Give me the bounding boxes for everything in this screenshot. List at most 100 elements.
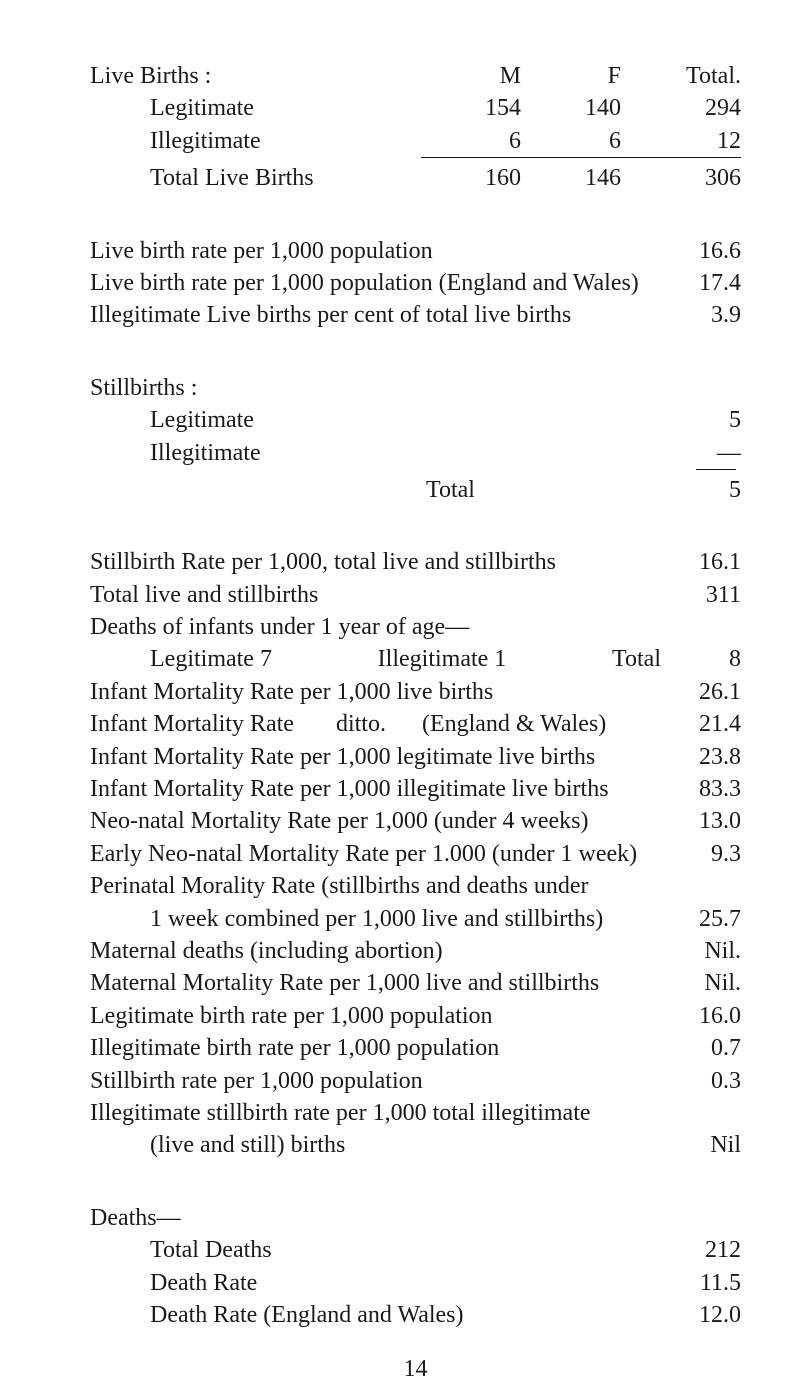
s07-label: Infant Mortality Rate per 1,000 illegiti… — [90, 773, 671, 805]
live-births-header: Live Births : M F Total. — [90, 60, 741, 92]
row-illegitimate: Illegitimate 6 6 12 — [90, 125, 741, 157]
stat-03: Deaths of infants under 1 year of age— — [90, 611, 741, 643]
br3-value: 3.9 — [671, 299, 741, 331]
live-births-heading: Live Births : — [90, 60, 421, 92]
birth-rate-3: Illegitimate Live births per cent of tot… — [90, 299, 741, 331]
stillbirths-total: Total 5 — [90, 474, 741, 506]
d2-label: Death Rate — [90, 1267, 671, 1299]
s13-value: 16.0 — [671, 1000, 741, 1032]
s14-value: 0.7 — [671, 1032, 741, 1064]
s05-label: Infant Mortality Rate ditto. (England & … — [90, 708, 671, 740]
deaths-total: Total Deaths 212 — [90, 1234, 741, 1266]
s15-value: 0.3 — [671, 1065, 741, 1097]
illegitimate-total: 12 — [621, 125, 741, 157]
br1-label: Live birth rate per 1,000 population — [90, 235, 671, 267]
stat-10a: Perinatal Morality Rate (stillbirths and… — [90, 870, 741, 902]
s03b-right: Total — [612, 643, 661, 675]
s03b-value: 8 — [671, 643, 741, 675]
deaths-rate-ew: Death Rate (England and Wales) 12.0 — [90, 1299, 741, 1331]
sb-leg-label: Legitimate — [90, 404, 671, 436]
legitimate-m: 154 — [421, 92, 521, 124]
stat-03b: Legitimate 7 Illegitimate 1 Total 8 — [90, 643, 741, 675]
stat-06: Infant Mortality Rate per 1,000 legitima… — [90, 741, 741, 773]
sb-total-value: 5 — [671, 474, 741, 506]
s12-label: Maternal Mortality Rate per 1,000 live a… — [90, 967, 671, 999]
stillbirths-legitimate: Legitimate 5 — [90, 404, 741, 436]
underline-1 — [90, 157, 741, 158]
row-total-live-births: Total Live Births 160 146 306 — [90, 162, 741, 194]
sb-total-label: Total — [90, 474, 671, 506]
d2-value: 11.5 — [671, 1267, 741, 1299]
legitimate-f: 140 — [521, 92, 621, 124]
s06-label: Infant Mortality Rate per 1,000 legitima… — [90, 741, 671, 773]
stat-14: Illegitimate birth rate per 1,000 popula… — [90, 1032, 741, 1064]
s01-label: Stillbirth Rate per 1,000, total live an… — [90, 546, 671, 578]
br3-label: Illegitimate Live births per cent of tot… — [90, 299, 671, 331]
s01-value: 16.1 — [671, 546, 741, 578]
s02-value: 311 — [671, 579, 741, 611]
stat-12: Maternal Mortality Rate per 1,000 live a… — [90, 967, 741, 999]
br2-label: Live birth rate per 1,000 population (En… — [90, 267, 671, 299]
s03b-left: Legitimate 7 — [150, 643, 272, 675]
page-number: 14 — [90, 1353, 741, 1385]
stat-04: Infant Mortality Rate per 1,000 live bir… — [90, 676, 741, 708]
legitimate-label: Legitimate — [90, 92, 421, 124]
deaths-rate: Death Rate 11.5 — [90, 1267, 741, 1299]
stat-16b: (live and still) births Nil — [90, 1129, 741, 1161]
s10a-label: Perinatal Morality Rate (stillbirths and… — [90, 870, 741, 902]
s09-value: 9.3 — [671, 838, 741, 870]
col-total: Total. — [621, 60, 741, 92]
d3-value: 12.0 — [671, 1299, 741, 1331]
stat-16a: Illegitimate stillbirth rate per 1,000 t… — [90, 1097, 741, 1129]
total-total: 306 — [621, 162, 741, 194]
illegitimate-label: Illegitimate — [90, 125, 421, 157]
s03b-mid: Illegitimate 1 — [272, 643, 612, 675]
stat-08: Neo-natal Mortality Rate per 1,000 (unde… — [90, 805, 741, 837]
stat-02: Total live and stillbirths 311 — [90, 579, 741, 611]
birth-rate-1: Live birth rate per 1,000 population 16.… — [90, 235, 741, 267]
br2-value: 17.4 — [671, 267, 741, 299]
s11-label: Maternal deaths (including abortion) — [90, 935, 671, 967]
stat-11: Maternal deaths (including abortion) Nil… — [90, 935, 741, 967]
stat-01: Stillbirth Rate per 1,000, total live an… — [90, 546, 741, 578]
row-legitimate: Legitimate 154 140 294 — [90, 92, 741, 124]
s05-value: 21.4 — [671, 708, 741, 740]
s13-label: Legitimate birth rate per 1,000 populati… — [90, 1000, 671, 1032]
col-f: F — [521, 60, 621, 92]
s09-label: Early Neo-natal Mortality Rate per 1.000… — [90, 838, 671, 870]
s04-value: 26.1 — [671, 676, 741, 708]
s10b-label: 1 week combined per 1,000 live and still… — [90, 903, 671, 935]
s11-value: Nil. — [671, 935, 741, 967]
s07-value: 83.3 — [671, 773, 741, 805]
s16b-value: Nil — [671, 1129, 741, 1161]
s16b-label: (live and still) births — [90, 1129, 671, 1161]
stat-05: Infant Mortality Rate ditto. (England & … — [90, 708, 741, 740]
sb-illeg-value: — — [671, 437, 741, 469]
stillbirths-underline — [696, 469, 736, 470]
br1-value: 16.6 — [671, 235, 741, 267]
legitimate-total: 294 — [621, 92, 741, 124]
stillbirths-heading: Stillbirths : — [90, 372, 741, 404]
total-live-births-label: Total Live Births — [90, 162, 421, 194]
d3-label: Death Rate (England and Wales) — [90, 1299, 671, 1331]
total-m: 160 — [421, 162, 521, 194]
total-f: 146 — [521, 162, 621, 194]
s06-value: 23.8 — [671, 741, 741, 773]
s08-value: 13.0 — [671, 805, 741, 837]
d1-value: 212 — [671, 1234, 741, 1266]
s15-label: Stillbirth rate per 1,000 population — [90, 1065, 671, 1097]
deaths-heading: Deaths— — [90, 1202, 741, 1234]
stat-07: Infant Mortality Rate per 1,000 illegiti… — [90, 773, 741, 805]
s10b-value: 25.7 — [671, 903, 741, 935]
stat-15: Stillbirth rate per 1,000 population 0.3 — [90, 1065, 741, 1097]
s02-label: Total live and stillbirths — [90, 579, 671, 611]
stat-09: Early Neo-natal Mortality Rate per 1.000… — [90, 838, 741, 870]
s12-value: Nil. — [671, 967, 741, 999]
illegitimate-m: 6 — [421, 125, 521, 157]
col-m: M — [421, 60, 521, 92]
illegitimate-f: 6 — [521, 125, 621, 157]
stillbirths-illegitimate: Illegitimate — — [90, 437, 741, 469]
birth-rate-2: Live birth rate per 1,000 population (En… — [90, 267, 741, 299]
d1-label: Total Deaths — [90, 1234, 671, 1266]
s04-label: Infant Mortality Rate per 1,000 live bir… — [90, 676, 671, 708]
